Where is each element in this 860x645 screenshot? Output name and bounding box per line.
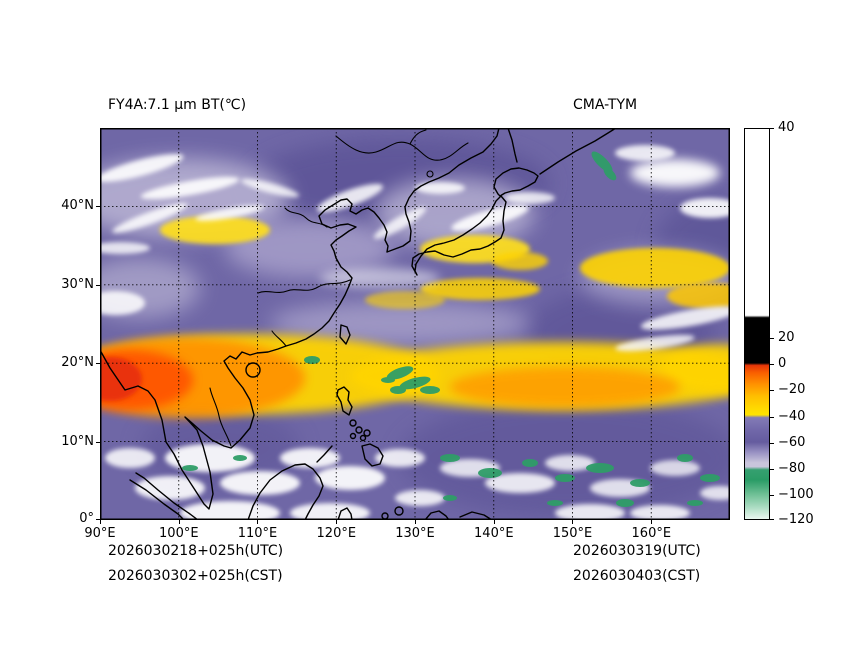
colorbar-tick-mark <box>770 338 774 339</box>
colorbar-tick-label: 0 <box>778 356 787 371</box>
map-frame <box>100 128 730 520</box>
coastline-layer <box>100 128 617 520</box>
colorbar-tick-label: −40 <box>778 409 806 424</box>
y-tick-label: 20°N <box>61 355 94 371</box>
x-tick-mark <box>257 520 258 524</box>
colorbar-tick-mark <box>770 128 774 129</box>
x-tick-label: 100°E <box>159 526 199 541</box>
x-tick-mark <box>415 520 416 524</box>
grid-layer <box>100 128 730 520</box>
colorbar <box>744 128 770 520</box>
x-tick-mark <box>494 520 495 524</box>
model-name-label: CMA-TYM <box>573 97 638 113</box>
y-tick-mark <box>96 285 100 286</box>
x-tick-mark <box>336 520 337 524</box>
bt-imagery-layer <box>100 128 730 520</box>
colorbar-tick-mark <box>770 495 774 496</box>
river-layer <box>209 129 469 447</box>
init-time-utc-label: 2026030218+025h(UTC) <box>108 543 284 559</box>
x-tick-mark <box>572 520 573 524</box>
colorbar-tick-mark <box>770 390 774 391</box>
colorbar-tick-label: −80 <box>778 461 806 476</box>
map-canvas <box>100 128 730 520</box>
colorbar-gradient <box>745 129 769 519</box>
init-time-cst-label: 2026030302+025h(CST) <box>108 568 283 584</box>
valid-time-utc-label: 2026030319(UTC) <box>573 543 701 559</box>
x-tick-mark <box>651 520 652 524</box>
x-tick-label: 110°E <box>237 526 278 541</box>
x-tick-mark <box>100 520 101 524</box>
y-tick-label: 0° <box>79 511 94 526</box>
valid-time-cst-label: 2026030403(CST) <box>573 568 701 584</box>
y-tick-label: 40°N <box>61 198 94 214</box>
y-tick-label: 10°N <box>61 433 94 449</box>
x-tick-label: 90°E <box>84 526 116 541</box>
colorbar-tick-label: −20 <box>778 382 806 397</box>
colorbar-tick-label: −120 <box>778 512 814 527</box>
colorbar-tick-mark <box>770 417 774 418</box>
x-tick-mark <box>179 520 180 524</box>
colorbar-tick-mark <box>770 519 774 520</box>
y-tick-mark <box>96 442 100 443</box>
y-tick-mark <box>96 206 100 207</box>
colorbar-tick-mark <box>770 469 774 470</box>
colorbar-tick-label: 40 <box>778 120 795 135</box>
x-tick-label: 140°E <box>474 526 514 541</box>
x-tick-label: 160°E <box>631 526 672 541</box>
y-tick-label: 30°N <box>61 276 94 292</box>
colorbar-tick-mark <box>770 443 774 444</box>
y-tick-mark <box>96 519 100 520</box>
colorbar-tick-label: 20 <box>778 330 795 345</box>
colorbar-tick-label: −60 <box>778 435 806 450</box>
colorbar-tick-mark <box>770 364 774 365</box>
y-tick-mark <box>96 363 100 364</box>
x-tick-label: 120°E <box>316 526 357 541</box>
colorbar-tick-label: −100 <box>778 487 814 502</box>
figure-title-left: FY4A:7.1 μm BT(℃) <box>108 97 247 113</box>
x-tick-label: 150°E <box>552 526 593 541</box>
x-tick-label: 130°E <box>395 526 435 541</box>
